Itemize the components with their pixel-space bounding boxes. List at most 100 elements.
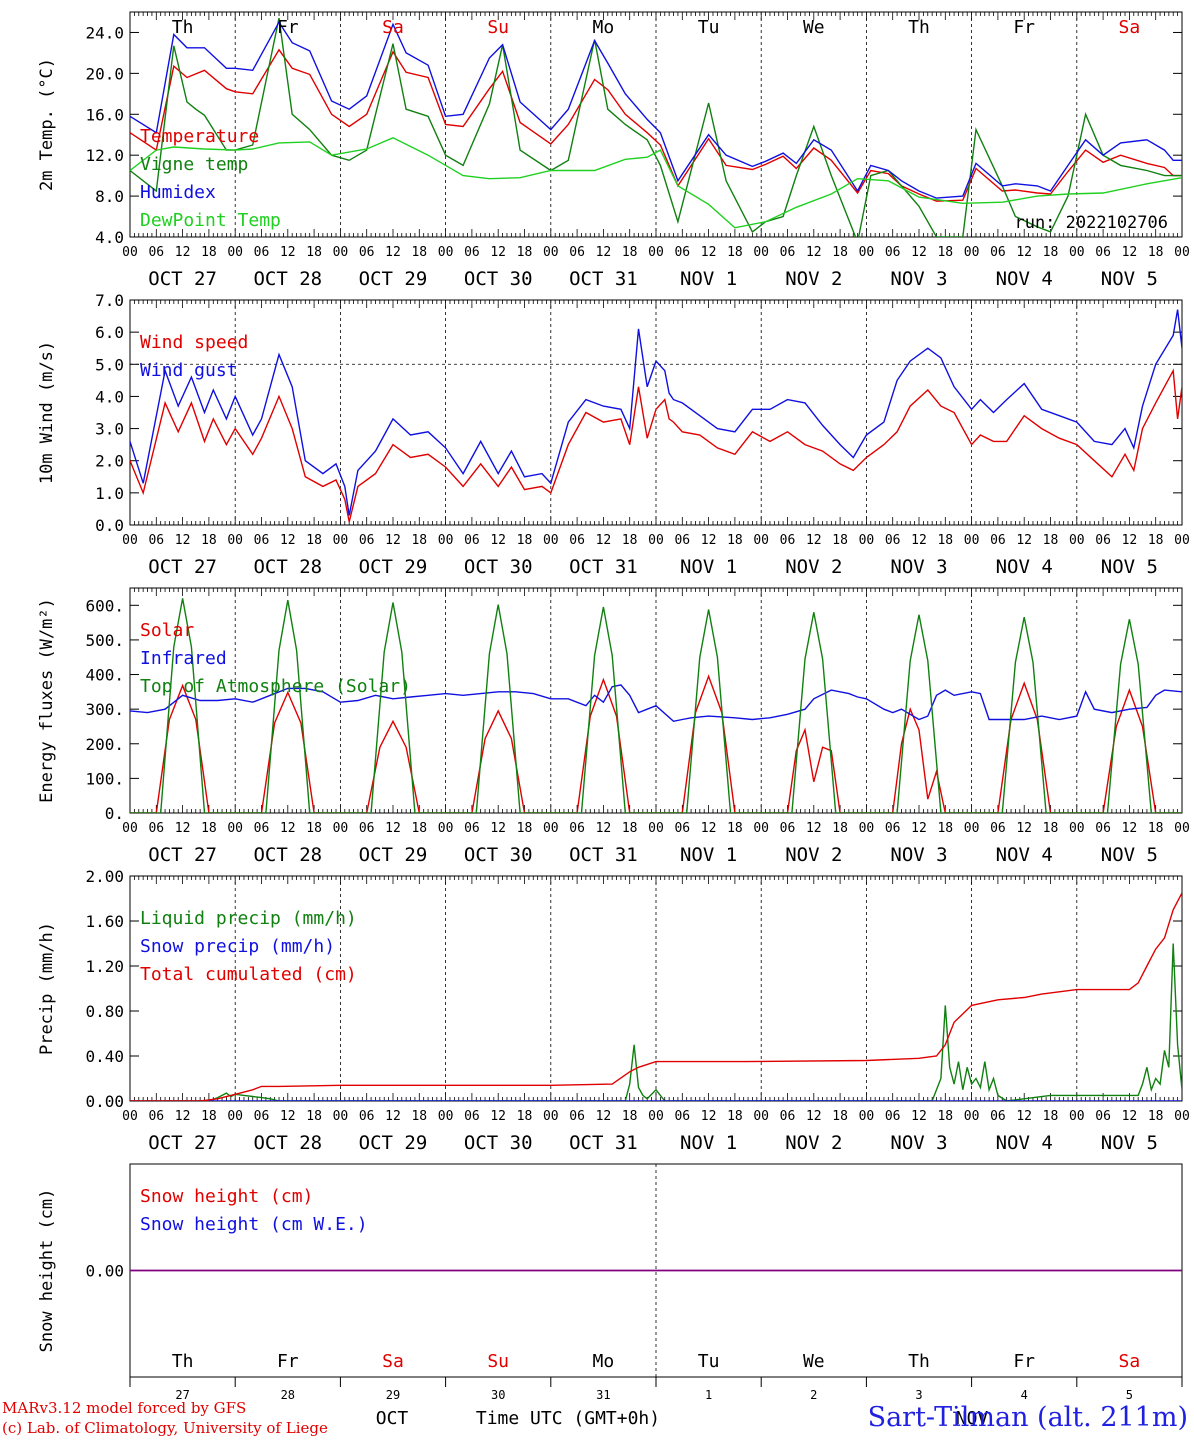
hour-label: 00 <box>543 533 559 548</box>
hour-label: 06 <box>674 1109 690 1124</box>
hour-label: 00 <box>964 1109 980 1124</box>
hour-label: 00 <box>227 533 243 548</box>
weekday-label: Fr <box>277 1351 299 1372</box>
hour-label: 18 <box>517 533 533 548</box>
legend-entry: Vigne temp <box>140 154 248 175</box>
hour-label: 18 <box>727 821 743 836</box>
hour-label: 00 <box>438 1109 454 1124</box>
series-line-green <box>130 17 1182 237</box>
date-label: OCT 31 <box>569 844 638 866</box>
y-axis-label: Snow height (cm) <box>37 1189 57 1353</box>
date-label: OCT 28 <box>253 1132 322 1154</box>
hour-label: 12 <box>596 821 612 836</box>
hour-label: 00 <box>648 821 664 836</box>
weekday-label: Sa <box>382 17 404 38</box>
y-tick-label: 12.0 <box>85 146 124 165</box>
y-axis-label: Precip (mm/h) <box>37 922 57 1055</box>
weekday-label: Th <box>908 1351 930 1372</box>
hour-label: 00 <box>227 1109 243 1124</box>
hour-label: 06 <box>254 1109 270 1124</box>
hour-label: 06 <box>990 821 1006 836</box>
hour-label: 12 <box>385 821 401 836</box>
hour-label: 00 <box>964 245 980 260</box>
hour-label: 00 <box>1069 533 1085 548</box>
date-label: OCT 30 <box>464 268 533 290</box>
hour-label: 00 <box>859 245 875 260</box>
panel-temp: 4.0 8.0 12.0 16.0 20.0 24.0 2m Temp. (°C) Tempe… <box>37 11 1190 290</box>
panel-snow: 0.00 Snow height (cm) Snow height (cm) Snow… <box>37 1163 1183 1402</box>
hour-label: 18 <box>306 1109 322 1124</box>
date-label: OCT 29 <box>359 268 428 290</box>
hour-label: 18 <box>622 821 638 836</box>
y-tick-label: 24.0 <box>85 23 124 42</box>
panel-precip: 0.00 0.40 0.80 1.20 1.60 2.00 Precip (mm/h) Liq… <box>37 867 1190 1154</box>
hour-label: 18 <box>201 533 217 548</box>
weekday-label: Mo <box>593 17 615 38</box>
day-number-label: 4 <box>1021 1388 1028 1402</box>
hour-label: 12 <box>175 245 191 260</box>
hour-label: 06 <box>148 533 164 548</box>
hour-label: 12 <box>280 821 296 836</box>
hour-label: 00 <box>1069 821 1085 836</box>
hour-label: 06 <box>569 245 585 260</box>
y-tick-label: 0.0 <box>95 516 124 535</box>
hour-label: 12 <box>701 1109 717 1124</box>
date-label: OCT 31 <box>569 1132 638 1154</box>
hour-label: 18 <box>517 245 533 260</box>
hour-label: 06 <box>780 821 796 836</box>
hour-label: 12 <box>385 245 401 260</box>
hour-label: 00 <box>333 533 349 548</box>
hour-label: 12 <box>1122 245 1138 260</box>
date-label: OCT 27 <box>148 268 217 290</box>
weekday-label: Sa <box>382 1351 404 1372</box>
hour-label: 00 <box>1069 245 1085 260</box>
hour-label: 18 <box>411 245 427 260</box>
hour-label: 12 <box>385 533 401 548</box>
hour-label: 00 <box>964 821 980 836</box>
date-label: NOV 2 <box>785 1132 842 1154</box>
hour-label: 06 <box>359 533 375 548</box>
hour-label: 00 <box>648 533 664 548</box>
series-line-blue <box>130 20 1182 199</box>
time-axis-label: Time UTC (GMT+0h) <box>476 1408 660 1429</box>
hour-label: 18 <box>411 821 427 836</box>
date-label: OCT 30 <box>464 1132 533 1154</box>
hour-label: 12 <box>701 821 717 836</box>
weekday-label: Su <box>487 17 509 38</box>
legend-entry: Snow height (cm W.E.) <box>140 1214 368 1235</box>
legend-entry: Top of Atmosphere (Solar) <box>140 676 411 697</box>
hour-label: 18 <box>517 821 533 836</box>
date-label: OCT 31 <box>569 268 638 290</box>
hour-label: 06 <box>569 1109 585 1124</box>
hour-label: 18 <box>517 1109 533 1124</box>
hour-label: 12 <box>911 821 927 836</box>
date-label: NOV 3 <box>890 556 947 578</box>
hour-label: 12 <box>1122 1109 1138 1124</box>
weekday-label: Sa <box>1119 17 1141 38</box>
hour-label: 12 <box>911 533 927 548</box>
panel-wind: 0.0 1.0 2.0 3.0 4.0 5.0 6.0 7.0 10m Wind (m/s) Wi… <box>37 291 1190 578</box>
y-tick-label: 2.0 <box>95 452 124 471</box>
hour-label: 06 <box>990 245 1006 260</box>
hour-label: 18 <box>1148 533 1164 548</box>
y-tick-label: 1.20 <box>85 957 124 976</box>
hour-label: 00 <box>333 1109 349 1124</box>
hour-label: 18 <box>937 821 953 836</box>
hour-label: 12 <box>175 1109 191 1124</box>
hour-label: 00 <box>753 245 769 260</box>
hour-label: 00 <box>1174 821 1190 836</box>
hour-label: 06 <box>780 245 796 260</box>
hour-label: 12 <box>280 245 296 260</box>
date-label: OCT 27 <box>148 844 217 866</box>
hour-label: 18 <box>411 533 427 548</box>
y-tick-label: 0.80 <box>85 1002 124 1021</box>
hour-label: 18 <box>201 245 217 260</box>
hour-label: 12 <box>385 1109 401 1124</box>
date-label: OCT 28 <box>253 556 322 578</box>
date-label: NOV 4 <box>996 556 1053 578</box>
date-label: OCT 27 <box>148 1132 217 1154</box>
hour-label: 00 <box>543 245 559 260</box>
weekday-label: Fr <box>1013 1351 1035 1372</box>
day-number-label: 29 <box>386 1388 400 1402</box>
hour-label: 06 <box>1095 821 1111 836</box>
